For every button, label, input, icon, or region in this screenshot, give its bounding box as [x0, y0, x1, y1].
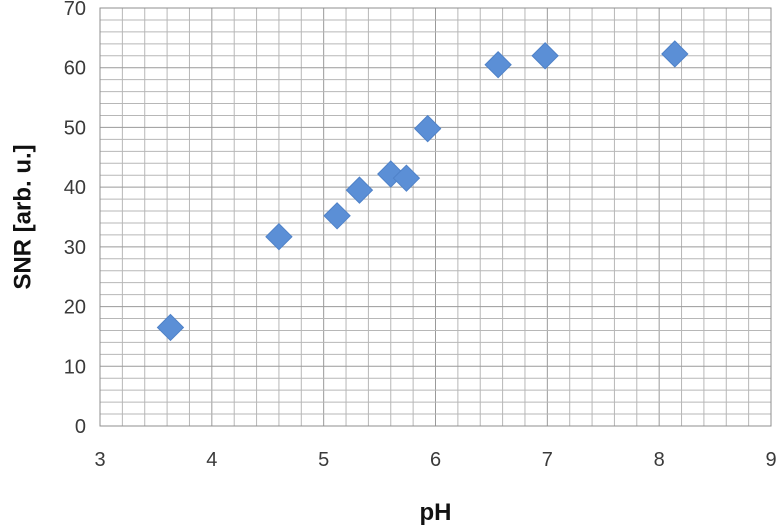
data-point-diamond: [484, 51, 512, 79]
y-tick-label: 60: [64, 58, 86, 80]
data-point-diamond: [265, 222, 293, 251]
x-tick-label: 5: [318, 449, 329, 471]
y-tick-label: 50: [64, 117, 86, 139]
x-tick-label: 6: [430, 449, 441, 471]
x-axis-title: pH: [420, 499, 452, 526]
data-point-diamond: [323, 202, 351, 230]
data-point-diamond: [413, 114, 442, 143]
data-point-diamond: [531, 42, 559, 70]
x-tick-label: 8: [654, 449, 665, 471]
grid: [99, 7, 772, 427]
data-point-diamond: [392, 164, 421, 192]
x-tick-label: 9: [765, 449, 776, 471]
y-tick-label: 40: [64, 177, 86, 199]
data-point-diamond: [661, 40, 689, 68]
y-tick-label: 20: [64, 297, 86, 319]
y-axis-title: SNR [arb. u.]: [9, 144, 36, 289]
plot-border: [99, 7, 772, 427]
tick-labels: 3 4 5 6 7 8 9 0 10 20 30 40 50 60 70: [64, 0, 777, 471]
y-tick-label: 10: [64, 356, 86, 378]
y-tick-label: 70: [64, 0, 86, 20]
x-tick-label: 4: [206, 449, 217, 471]
data-point-diamond: [345, 176, 374, 204]
y-tick-label: 0: [75, 416, 86, 438]
data-point-diamond: [156, 313, 185, 342]
data-points: [156, 40, 689, 342]
y-tick-label: 30: [64, 237, 86, 259]
data-point-diamond: [377, 160, 405, 188]
x-tick-label: 7: [542, 449, 553, 471]
x-tick-label: 3: [94, 449, 105, 471]
